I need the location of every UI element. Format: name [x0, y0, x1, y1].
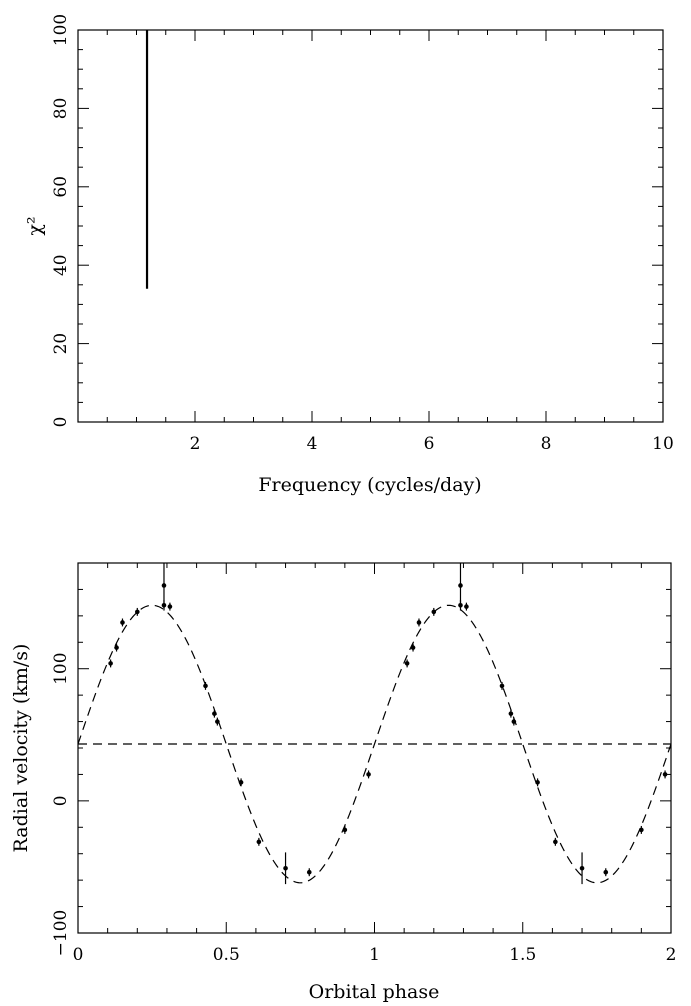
x-axis-label-bottom: Orbital phase [309, 981, 440, 1003]
y-tick-label: 20 [51, 333, 71, 355]
data-point [458, 583, 463, 588]
data-point [256, 839, 262, 845]
data-point [431, 609, 437, 615]
sinusoid-fit-curve [77, 604, 672, 884]
data-point [203, 683, 208, 689]
data-point [108, 661, 113, 666]
x-tick-label: 0.5 [213, 945, 240, 965]
data-point [238, 780, 244, 785]
y-tick-label: −100 [51, 910, 71, 957]
x-tick-label: 0 [73, 945, 84, 965]
data-point [114, 645, 119, 650]
data-point [283, 865, 288, 871]
data-point [342, 827, 348, 833]
data-point [553, 839, 558, 845]
axis-ticks-top [78, 29, 664, 423]
x-tick-label: 1 [369, 945, 380, 965]
data-point [464, 604, 469, 609]
x-axis-label-top: Frequency (cycles/day) [258, 474, 481, 496]
data-point [215, 719, 220, 724]
data-point [603, 869, 609, 875]
data-point [579, 865, 585, 871]
y-tick-label: 100 [51, 14, 71, 46]
y-tick-label: 100 [51, 652, 71, 684]
data-point [306, 869, 312, 875]
data-point [410, 645, 416, 650]
x-tick-label: 1.5 [509, 945, 536, 965]
data-points-bottom [108, 563, 668, 885]
x-tick-label: 8 [541, 434, 552, 454]
data-point [161, 583, 167, 588]
data-point [366, 772, 371, 777]
x-tick-label: 2 [190, 434, 201, 454]
data-point [167, 604, 173, 609]
data-point [499, 683, 505, 689]
x-tick-label: 10 [652, 434, 674, 454]
data-point [416, 620, 422, 625]
data-point [662, 772, 668, 777]
plot-frame-top [77, 29, 664, 423]
x-tick-label: 4 [307, 434, 318, 454]
x-tick-label: 2 [666, 945, 677, 965]
y-tick-label: 0 [51, 417, 71, 428]
y-axis-label-top: χ² [24, 216, 46, 235]
data-point [535, 780, 540, 785]
data-point [511, 719, 517, 724]
data-point [508, 711, 514, 716]
y-axis-label-bottom: Radial velocity (km/s) [10, 644, 32, 853]
fit-curves-bottom [77, 604, 672, 884]
y-tick-label: 0 [51, 795, 71, 806]
axis-ticks-bottom [77, 562, 672, 934]
x-tick-label: 6 [424, 434, 435, 454]
data-point [212, 711, 217, 716]
y-tick-label: 60 [51, 176, 71, 198]
y-tick-label: 40 [51, 254, 71, 276]
y-tick-label: 80 [51, 98, 71, 120]
data-point [404, 661, 410, 666]
data-point [135, 609, 140, 615]
data-point [639, 827, 644, 833]
data-point [120, 620, 125, 625]
